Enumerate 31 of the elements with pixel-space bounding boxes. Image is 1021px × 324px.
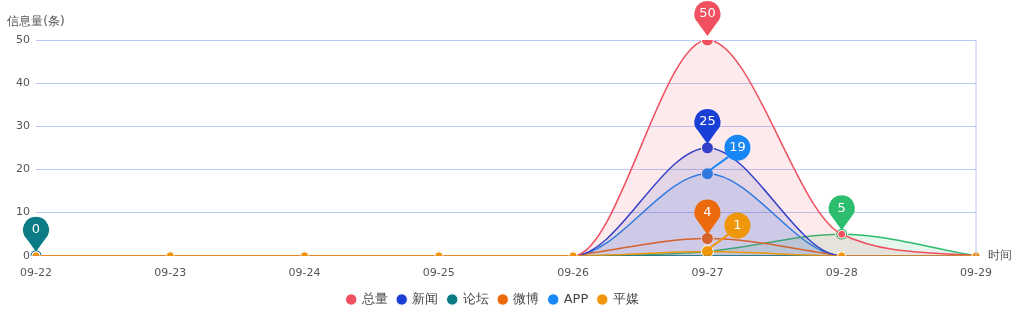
x-axis-title: 时间 bbox=[988, 247, 1012, 262]
legend-label: 平媒 bbox=[612, 290, 639, 306]
data-label: 19 bbox=[729, 139, 746, 155]
x-tick-label: 09-28 bbox=[825, 266, 858, 280]
x-tick-label: 09-25 bbox=[422, 266, 455, 280]
legend-label: APP bbox=[563, 290, 589, 306]
x-tick-label: 09-27 bbox=[691, 266, 724, 280]
legend-label: 论坛 bbox=[462, 290, 489, 306]
y-tick-label: 40 bbox=[16, 76, 30, 90]
y-tick-label: 10 bbox=[16, 205, 30, 219]
y-tick-label: 50 bbox=[16, 32, 30, 46]
y-tick-label: 20 bbox=[16, 162, 30, 176]
y-tick-label: 30 bbox=[16, 119, 30, 133]
point bbox=[700, 141, 714, 155]
data-label: 4 bbox=[703, 203, 712, 219]
data-label: 25 bbox=[699, 113, 716, 129]
x-tick-label: 09-22 bbox=[20, 266, 52, 280]
data-label: 0 bbox=[31, 221, 41, 237]
x-tick-label: 09-26 bbox=[557, 266, 590, 280]
legend-label: 总量 bbox=[360, 290, 388, 306]
point bbox=[700, 167, 714, 181]
x-tick-label: 09-24 bbox=[288, 266, 321, 280]
y-axis-title: 信息量(条) bbox=[7, 14, 65, 29]
data-label: 1 bbox=[733, 216, 742, 232]
legend-label: 微博 bbox=[513, 290, 540, 306]
data-label: 5 bbox=[837, 199, 846, 215]
x-tick-label: 09-29 bbox=[960, 266, 992, 280]
data-label: 50 bbox=[699, 5, 716, 21]
x-tick-label: 09-23 bbox=[154, 266, 187, 280]
legend-label: 新闻 bbox=[412, 290, 439, 306]
y-tick-label: 0 bbox=[23, 248, 30, 262]
